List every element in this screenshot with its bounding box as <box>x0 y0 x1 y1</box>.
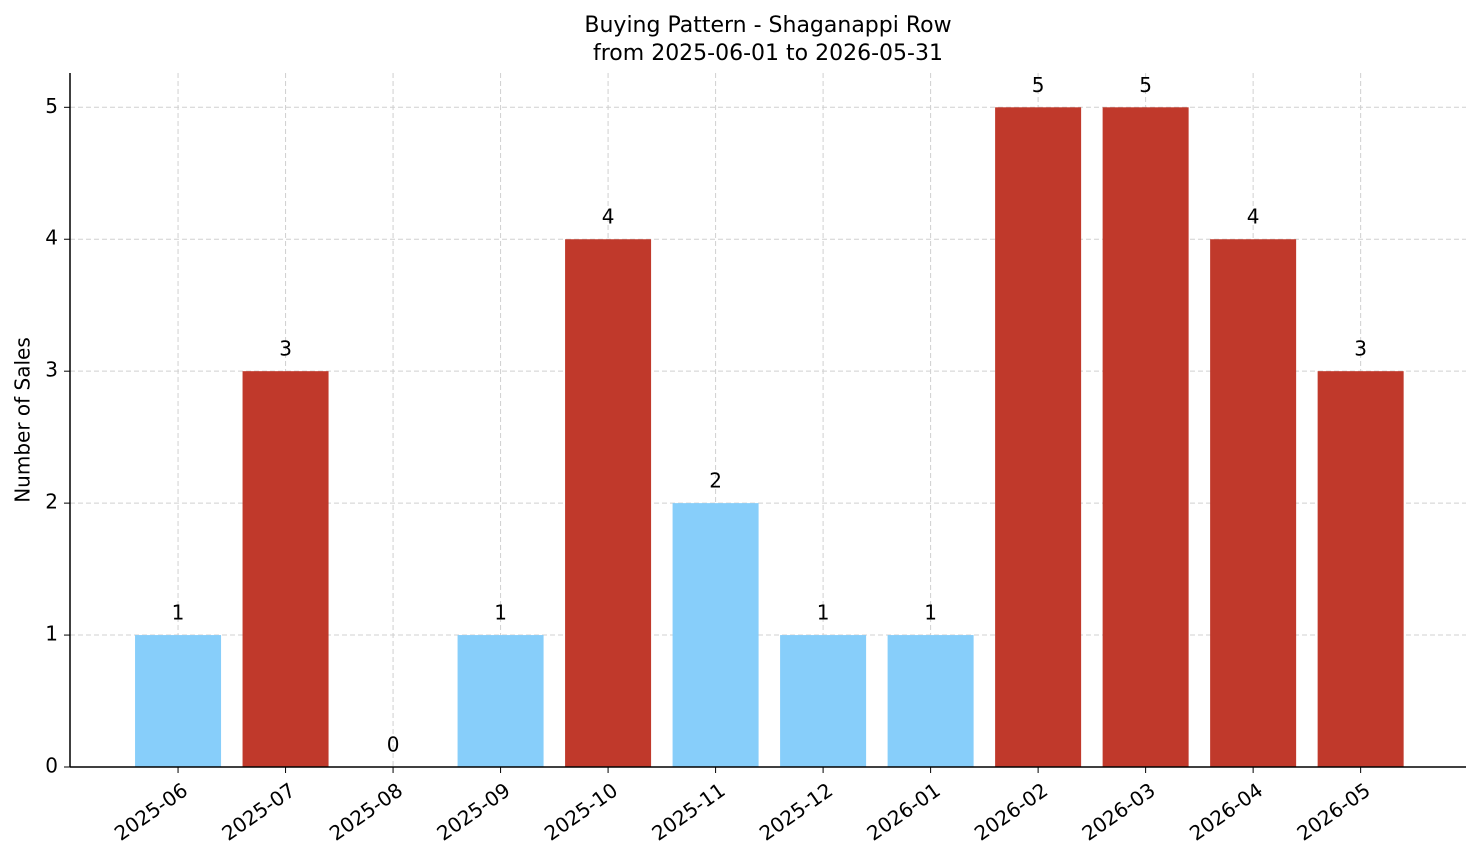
bar <box>780 635 867 767</box>
data-label: 1 <box>494 601 507 625</box>
y-tick-label: 4 <box>45 226 58 250</box>
data-label: 1 <box>172 601 185 625</box>
x-tick-label: 2026-03 <box>1077 778 1159 846</box>
bar <box>457 635 544 767</box>
x-tick-label: 2025-12 <box>755 778 837 846</box>
bar <box>565 239 652 767</box>
chart-title: Buying Pattern - Shaganappi Row <box>584 13 951 38</box>
data-label: 2 <box>709 469 722 493</box>
data-label: 1 <box>924 601 937 625</box>
bar <box>887 635 974 767</box>
data-label: 0 <box>387 733 400 757</box>
x-tick-label: 2025-06 <box>110 778 192 846</box>
bar <box>242 371 329 767</box>
y-axis-label: Number of Sales <box>11 337 35 503</box>
y-tick-label: 2 <box>45 490 58 514</box>
x-tick-label: 2025-11 <box>647 778 729 846</box>
data-label: 3 <box>1354 337 1367 361</box>
data-label: 4 <box>1247 205 1260 229</box>
y-tick-label: 3 <box>45 358 58 382</box>
data-label: 5 <box>1032 73 1045 97</box>
bar <box>1210 239 1297 767</box>
x-tick-label: 2026-05 <box>1292 778 1374 846</box>
bar <box>1102 107 1189 767</box>
x-tick-label: 2025-09 <box>432 778 514 846</box>
x-tick-label: 2025-08 <box>325 778 407 846</box>
data-label: 3 <box>279 337 292 361</box>
x-tick-label: 2026-02 <box>970 778 1052 846</box>
data-label: 1 <box>817 601 830 625</box>
bar <box>995 107 1082 767</box>
x-tick-label: 2026-01 <box>862 778 944 846</box>
y-tick-label: 1 <box>45 622 58 646</box>
x-tick-label: 2025-10 <box>540 778 622 846</box>
x-tick-label: 2025-07 <box>217 778 299 846</box>
bar <box>135 635 222 767</box>
chart-subtitle: from 2025-06-01 to 2026-05-31 <box>593 41 943 66</box>
x-tick-label: 2026-04 <box>1185 778 1267 846</box>
y-tick-label: 0 <box>45 754 58 778</box>
y-tick-label: 5 <box>45 94 58 118</box>
bar <box>1317 371 1404 767</box>
data-label: 4 <box>602 205 615 229</box>
data-label: 5 <box>1139 73 1152 97</box>
bar <box>672 503 759 767</box>
